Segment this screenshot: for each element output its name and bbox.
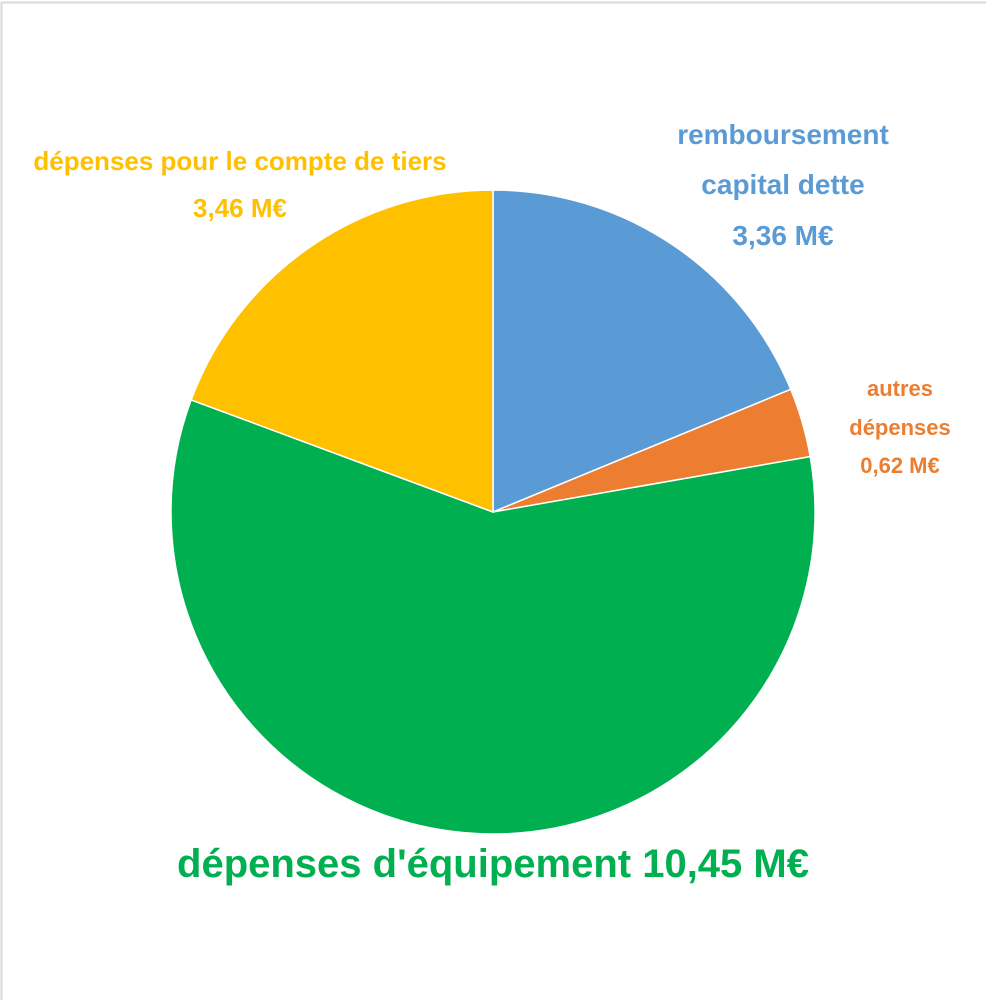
pie-slice bbox=[170, 398, 816, 835]
category-label: dépenses pour le compte de tiers bbox=[33, 146, 447, 176]
category-label: dépenses d'équipement bbox=[177, 842, 632, 886]
value-label: 0,62 M€ bbox=[860, 453, 940, 478]
value-label: 10,45 M€ bbox=[642, 842, 809, 886]
slice-label: remboursement capital dette 3,36 M€ bbox=[633, 110, 933, 261]
category-label: autres dépenses bbox=[849, 376, 951, 440]
slice-label: dépenses pour le compte de tiers 3,46 M€ bbox=[20, 138, 460, 232]
category-label: remboursement capital dette bbox=[677, 119, 889, 201]
pie-slice bbox=[492, 189, 792, 514]
value-label: 3,36 M€ bbox=[732, 219, 834, 251]
slice-label: dépenses d'équipement 10,45 M€ bbox=[100, 838, 886, 890]
value-label: 3,46 M€ bbox=[193, 192, 287, 223]
pie-slice bbox=[190, 189, 494, 514]
slice-label: autres dépenses 0,62 M€ bbox=[820, 370, 980, 486]
